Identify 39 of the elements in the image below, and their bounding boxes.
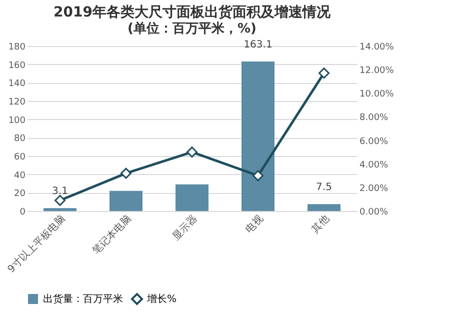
point (318, 68, 330, 79)
bar (110, 190, 142, 211)
data-label: 7.5 (316, 182, 332, 194)
y2-tick-label: 0.00% (360, 208, 389, 218)
legend-label: 增长% (146, 293, 177, 305)
y2-tick-label: 12.00% (360, 66, 394, 76)
y2-tick-label: 10.00% (360, 90, 394, 100)
y-tick-label: 160 (8, 60, 26, 71)
y2-tick-label: 4.00% (360, 160, 389, 170)
y2-tick-label: 14.00% (360, 42, 394, 52)
bar (44, 208, 76, 211)
legend-label: 出货量：百万平米 (43, 293, 123, 305)
chart-title: 2019年各类大尺寸面板出货面积及增速情况 (54, 4, 332, 20)
bar (242, 61, 274, 211)
data-label: 3.1 (52, 186, 68, 198)
y-tick-label: 140 (8, 79, 26, 90)
y2-tick-label: 2.00% (360, 184, 389, 194)
point (120, 168, 132, 179)
x-tick-label: 笔记本电脑 (90, 212, 134, 257)
y-tick-label: 80 (14, 134, 26, 144)
bar (308, 204, 340, 211)
data-label: 163.1 (244, 39, 272, 50)
y2-tick-label: 8.00% (360, 113, 389, 124)
point (54, 194, 66, 206)
y2-tick-label: 6.00% (360, 136, 389, 147)
y-tick-label: 100 (8, 116, 26, 126)
x-tick-label: 其他 (309, 212, 332, 236)
y-tick-label: 40 (14, 170, 26, 181)
y-tick-label: 20 (14, 189, 26, 200)
x-tick-label: 电视 (243, 212, 266, 236)
y-tick-label: 120 (8, 98, 26, 108)
bar (176, 184, 208, 211)
y-tick-label: 0 (20, 208, 26, 218)
y-tick-label: 180 (8, 42, 26, 52)
chart-subtitle: (单位：百万平米，%) (128, 20, 256, 36)
x-tick-label: 显示器 (170, 214, 200, 242)
point (252, 170, 264, 182)
y-tick-label: 60 (14, 152, 26, 162)
point (186, 146, 198, 158)
